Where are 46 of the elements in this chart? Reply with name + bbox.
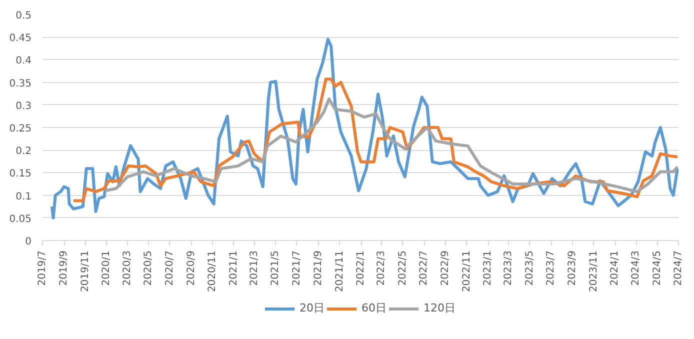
- y-tick-label: 0.1: [16, 191, 32, 202]
- y-tick-label: 0.4: [16, 56, 32, 67]
- x-tick-label: 2024/1: [610, 250, 621, 286]
- x-tick-label: 2023/11: [588, 250, 600, 292]
- legend-label: 120日: [424, 300, 456, 316]
- y-tick-label: 0.3: [16, 100, 32, 112]
- legend-label: 60日: [362, 300, 386, 316]
- x-tick-label: 2022/5: [397, 250, 408, 286]
- x-tick-label: 2022/3: [376, 250, 388, 286]
- x-tick-label: 2020/7: [164, 250, 176, 286]
- x-tick-label: 2019/7: [37, 250, 48, 286]
- x-tick-label: 2020/5: [143, 250, 154, 286]
- x-tick-label: 2021/1: [228, 250, 240, 286]
- line-series: [104, 98, 678, 194]
- x-tick-label: 2021/3: [249, 250, 260, 286]
- x-tick-label: 2023/1: [482, 250, 494, 286]
- x-tick-label: 2023/3: [503, 250, 514, 286]
- x-tick-label: 2024/5: [652, 250, 663, 286]
- y-tick-label: 0.45: [9, 33, 32, 44]
- x-tick-label: 2024/3: [630, 250, 642, 286]
- x-tick-label: 2024/7: [673, 250, 684, 286]
- x-tick-label: 2020/9: [186, 250, 197, 286]
- x-tick-label: 2023/5: [524, 250, 536, 286]
- x-tick-label: 2022/7: [418, 250, 430, 286]
- x-tick-label: 2021/9: [313, 250, 324, 286]
- y-tick-label: 0.05: [9, 214, 32, 225]
- y-tick-label: 0.25: [9, 124, 32, 134]
- x-tick-label: 2022/9: [440, 250, 452, 286]
- y-tick-label: 0: [25, 236, 32, 248]
- y-tick-label: 0.5: [16, 10, 32, 22]
- x-tick-label: 2022/1: [356, 250, 367, 286]
- x-tick-label: 2021/5: [270, 250, 282, 286]
- legend-label: 20日: [300, 300, 324, 316]
- y-tick-label: 0.35: [9, 78, 32, 90]
- x-tick-label: 2020/3: [122, 250, 133, 286]
- x-tick-label: 2020/11: [207, 250, 218, 292]
- x-tick-label: 2021/11: [334, 250, 346, 292]
- x-tick-label: 2023/9: [567, 250, 578, 286]
- x-tick-label: 2020/1: [101, 250, 112, 286]
- x-tick-label: 2022/11: [461, 250, 472, 292]
- x-tick-label: 2021/7: [291, 250, 302, 286]
- y-tick-label: 0.15: [9, 168, 32, 180]
- x-tick-label: 2023/7: [546, 250, 557, 286]
- x-tick-label: 2019/11: [80, 250, 91, 292]
- y-tick-label: 0.2: [16, 146, 32, 158]
- x-tick-label: 2019/9: [58, 250, 70, 286]
